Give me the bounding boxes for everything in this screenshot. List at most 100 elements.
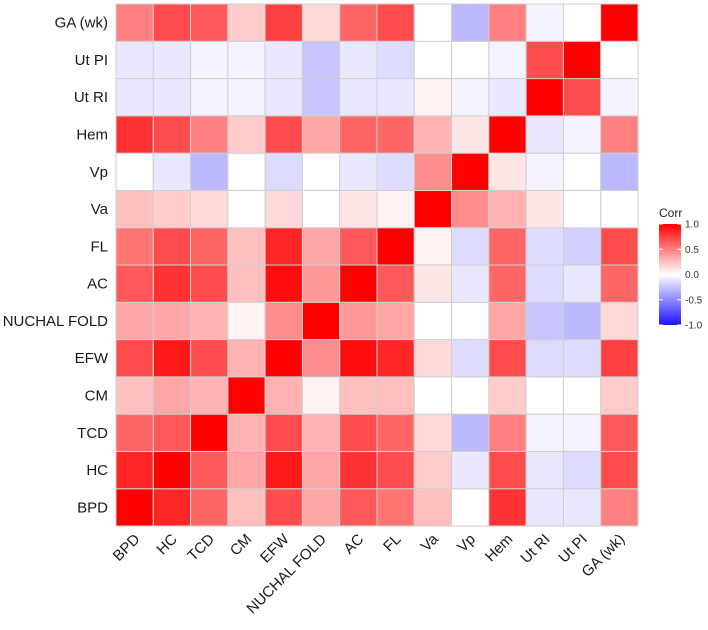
heatmap-cell [115, 40, 154, 80]
heatmap-cell [301, 413, 341, 452]
heatmap-cell [525, 189, 564, 229]
heatmap-cell [562, 339, 602, 378]
heatmap-cell [190, 152, 229, 191]
heatmap-cell [227, 3, 266, 42]
y-tick-label: GA (wk) [55, 15, 108, 32]
heatmap-cell [115, 339, 154, 378]
heatmap-cell [376, 189, 415, 229]
heatmap-cell [152, 227, 192, 266]
heatmap-cell [413, 376, 453, 415]
heatmap-cell [488, 376, 527, 415]
heatmap-cell [376, 78, 415, 117]
color-legend: Corr 1.0 0.5 0.0 -0.5 -1.0 [659, 206, 703, 332]
heatmap-cell [600, 78, 639, 117]
heatmap-cell [562, 189, 602, 229]
heatmap-cell [488, 78, 527, 117]
heatmap-cell [227, 189, 266, 229]
legend-ticks: 1.0 0.5 0.0 -0.5 -1.0 [659, 220, 703, 332]
heatmap-cell [488, 152, 527, 191]
heatmap-cell [190, 339, 229, 378]
heatmap-cell [339, 413, 378, 452]
heatmap-cell [264, 152, 303, 191]
heatmap-cell [600, 488, 639, 527]
heatmap-cell [451, 3, 490, 42]
heatmap-cell [451, 488, 490, 527]
heatmap-cell [264, 488, 303, 527]
heatmap-cell [562, 78, 602, 117]
heatmap-cell [227, 450, 266, 490]
heatmap-cell [339, 488, 378, 527]
heatmap-cell [562, 376, 602, 415]
heatmap-cell [339, 189, 378, 229]
heatmap-cell [451, 450, 490, 490]
heatmap-cell [488, 227, 527, 266]
heatmap-cell [525, 450, 564, 490]
heatmap-cell [451, 264, 490, 303]
x-tick-label: FL [380, 531, 404, 555]
heatmap-cell [376, 115, 415, 154]
heatmap-cell [562, 450, 602, 490]
heatmap-cell [413, 3, 453, 42]
legend-tick-label: 0.0 [685, 270, 699, 281]
heatmap-cell [488, 264, 527, 303]
heatmap-cell [264, 40, 303, 80]
heatmap-cell [413, 413, 453, 452]
heatmap-cell [525, 227, 564, 266]
heatmap-cell [562, 40, 602, 80]
y-tick-label: EFW [75, 350, 109, 367]
y-tick-label: Ut RI [74, 89, 108, 106]
heatmap-cell [301, 78, 341, 117]
heatmap-cell [264, 115, 303, 154]
heatmap-cell [339, 40, 378, 80]
heatmap-cell [376, 227, 415, 266]
heatmap-cell [600, 152, 639, 191]
heatmap-cell [264, 264, 303, 303]
heatmap-cell [451, 189, 490, 229]
heatmap-cell [152, 301, 192, 341]
heatmap-cell [339, 376, 378, 415]
heatmap-cell [152, 115, 192, 154]
heatmap-cell [152, 264, 192, 303]
heatmap-cell [339, 264, 378, 303]
heatmap-cell [264, 3, 303, 42]
heatmap-cell [301, 339, 341, 378]
heatmap-cell [525, 339, 564, 378]
heatmap-cell [115, 78, 154, 117]
heatmap-cell [301, 152, 341, 191]
y-tick-label: TCD [77, 425, 108, 442]
heatmap-cell [227, 78, 266, 117]
heatmap-cell [562, 115, 602, 154]
heatmap-cell [264, 413, 303, 452]
heatmap-cell [190, 3, 229, 42]
heatmap-cell [413, 450, 453, 490]
heatmap-cell [376, 40, 415, 80]
heatmap-cell [413, 152, 453, 191]
heatmap-cell [525, 78, 564, 117]
heatmap-cell [227, 115, 266, 154]
heatmap-cell [190, 301, 229, 341]
y-tick-label: AC [87, 276, 108, 293]
heatmap-cell [376, 301, 415, 341]
heatmap-cell [190, 78, 229, 117]
heatmap-cell [339, 78, 378, 117]
x-tick-label: HC [153, 531, 180, 558]
heatmap-cell [600, 450, 639, 490]
heatmap-cell [488, 40, 527, 80]
heatmap-cell [339, 152, 378, 191]
heatmap-cell [525, 3, 564, 42]
heatmap-cell [227, 413, 266, 452]
legend-tick-label: -0.5 [685, 295, 703, 306]
y-tick-label: FL [90, 238, 108, 255]
heatmap-cell [413, 264, 453, 303]
heatmap-cell [227, 339, 266, 378]
heatmap-cell [600, 413, 639, 452]
legend-title: Corr [659, 206, 682, 220]
heatmap-cell [376, 488, 415, 527]
heatmap-cell [488, 413, 527, 452]
x-tick-label: Vp [454, 531, 479, 556]
heatmap-cell [562, 152, 602, 191]
y-tick-label: Ut PI [75, 52, 108, 69]
heatmap-cell [115, 413, 154, 452]
heatmap-cell [413, 78, 453, 117]
